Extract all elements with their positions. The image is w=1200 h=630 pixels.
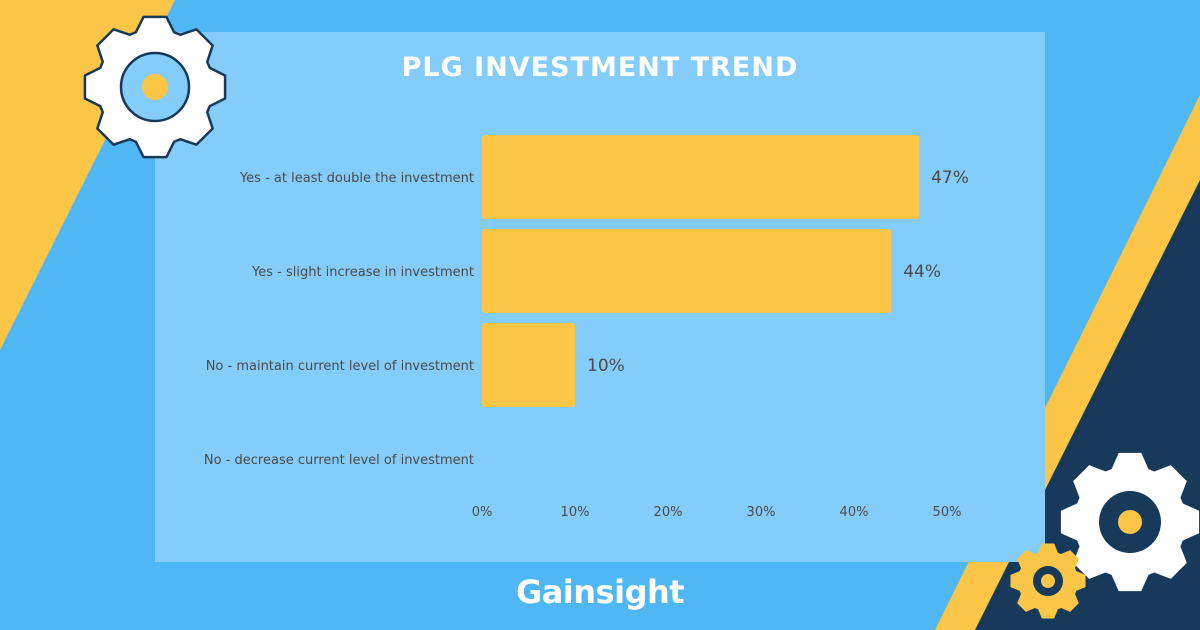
- gear-bottom-right-small-dot: [1041, 574, 1055, 588]
- chart-title: PLG INVESTMENT TREND: [401, 52, 799, 83]
- x-tick-label: 0%: [472, 505, 493, 520]
- bars-group: [482, 135, 920, 407]
- category-label: No - decrease current level of investmen…: [204, 453, 474, 468]
- x-tick-label: 40%: [840, 505, 869, 520]
- category-labels-group: Yes - at least double the investment Yes …: [204, 171, 474, 468]
- gear-icon: [1010, 543, 1086, 619]
- gear-top-left-dot: [142, 74, 168, 100]
- x-tick-label: 20%: [654, 505, 683, 520]
- bar: [482, 229, 892, 313]
- category-label: No - maintain current level of investmen…: [206, 359, 474, 374]
- gear-icon: [83, 15, 227, 159]
- data-labels-group: 47% 44% 10%: [587, 168, 969, 376]
- gainsight-logo: Gainsight: [515, 573, 685, 611]
- data-label: 10%: [587, 356, 625, 376]
- category-label: Yes - at least double the investment: [239, 171, 474, 186]
- category-label: Yes - slight increase in investment: [251, 265, 474, 280]
- gear-bottom-right-large-dot: [1118, 510, 1142, 534]
- data-label: 44%: [903, 262, 941, 282]
- gear-icon: [1060, 452, 1200, 592]
- data-label: 47%: [931, 168, 969, 188]
- bar: [482, 323, 575, 407]
- x-tick-label: 10%: [561, 505, 590, 520]
- bar: [482, 135, 920, 219]
- x-tick-label: 30%: [747, 505, 776, 520]
- x-tick-labels-group: 0% 10% 20% 30% 40% 50%: [472, 505, 962, 520]
- x-tick-label: 50%: [933, 505, 962, 520]
